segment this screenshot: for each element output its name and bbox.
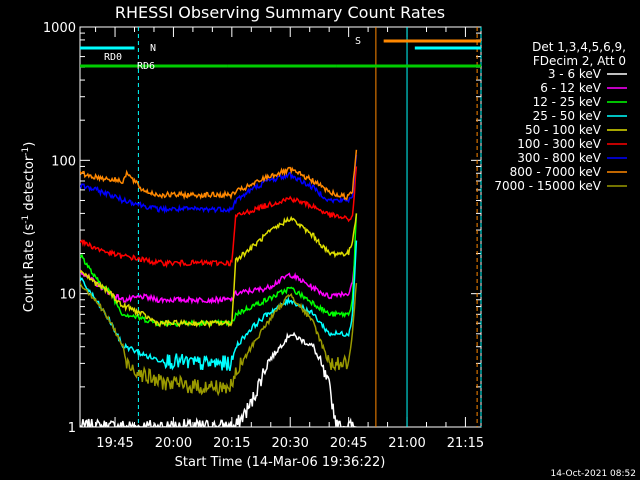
series-line [80,240,358,372]
series-line [80,240,358,305]
x-tick-label: 20:45 [330,436,367,451]
legend-entry-label: 25 - 50 keV [533,109,602,123]
y-axis-label-part: detector [22,155,37,215]
legend-entry-label: 12 - 25 keV [533,95,602,109]
legend-entry-label: 300 - 800 keV [517,151,601,165]
legend-header-line: FDecim 2, Att 0 [533,54,626,68]
x-tick-label: 21:15 [447,436,484,451]
y-axis-label: Count Rate (s-1 detector-1) [21,142,37,313]
series-line [80,166,358,269]
series-group [80,149,358,427]
y-tick-label: 1 [68,421,76,436]
legend-entry-label: 100 - 300 keV [517,137,601,151]
y-tick-label: 1000 [43,21,76,36]
bar-label-s: S [355,36,361,47]
legend-entry-label: 800 - 7000 keV [510,165,602,179]
legend-entry-label: 3 - 6 keV [548,67,602,81]
legend-header-line: Det 1,3,4,5,6,9, [532,40,626,54]
bar-label-rd6: RD6 [137,61,155,72]
legend-entry-label: 50 - 100 keV [525,123,602,137]
bar-label-rd0: RD0 [104,52,122,63]
y-axis-label-part: -1 [21,147,31,156]
y-tick-label: 10 [59,288,76,303]
x-tick-label: 19:45 [96,436,133,451]
series-line [80,154,358,215]
series-line [80,213,358,328]
y-axis-label-part: ) [22,142,37,147]
x-tick-label: 21:00 [388,436,425,451]
chart-title: RHESSI Observing Summary Count Rates [115,3,445,22]
x-tick-label: 20:15 [213,436,250,451]
series-line [80,331,357,427]
plot-frame [79,26,482,428]
y-axis-label-part: Count Rate (s [22,224,37,313]
series-line [80,149,358,201]
y-tick-label: 100 [51,154,76,169]
bar-label-n: N [150,43,156,54]
series-line [80,282,358,397]
x-tick-label: 20:00 [155,436,192,451]
legend-entry-label: 6 - 12 keV [540,81,602,95]
y-axis-label-part: -1 [21,215,31,224]
footer-timestamp: 14-Oct-2021 08:52 [551,469,636,479]
legend-entry-label: 7000 - 15000 keV [494,179,601,193]
series-line [80,213,358,329]
x-axis-label: Start Time (14-Mar-06 19:36:22) [175,455,386,470]
x-tick-label: 20:30 [271,436,308,451]
